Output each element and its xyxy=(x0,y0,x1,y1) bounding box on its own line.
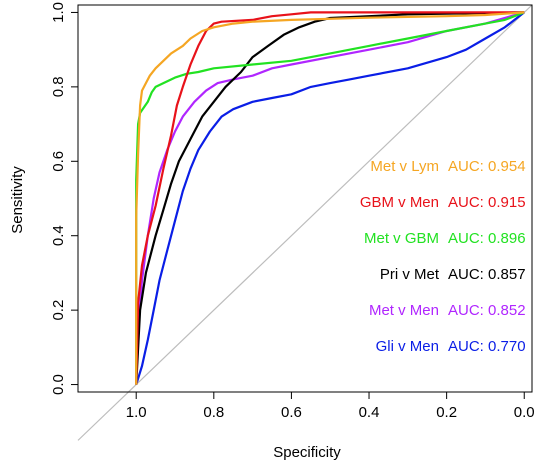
x-tick-label: 0.0 xyxy=(514,404,535,421)
series-line-gli-v-men xyxy=(135,11,525,385)
legend-series-name: Gli v Men xyxy=(376,338,439,355)
series-layer xyxy=(77,4,533,441)
y-tick-label: 0.2 xyxy=(50,300,67,321)
y-tick-label: 0.4 xyxy=(50,225,67,246)
legend-auc-label: AUC: 0.896 xyxy=(448,230,526,247)
y-tick-label: 1.0 xyxy=(50,2,67,23)
plot-frame xyxy=(77,4,533,393)
diagonal-reference-line xyxy=(77,4,533,441)
x-tick-label: 1.0 xyxy=(126,404,147,421)
legend-auc-label: AUC: 0.852 xyxy=(448,302,526,319)
legend-series-name: Met v Men xyxy=(369,302,439,319)
series-line-met-v-gbm xyxy=(135,11,525,385)
x-tick-label: 0.2 xyxy=(436,404,457,421)
legend-auc-label: AUC: 0.770 xyxy=(448,338,526,355)
y-tick-label: 0.8 xyxy=(50,76,67,97)
y-axis-label: Sensitivity xyxy=(9,166,26,234)
x-tick-label: 0.6 xyxy=(281,404,302,421)
legend-series-name: Met v GBM xyxy=(364,230,439,247)
y-tick-label: 0.0 xyxy=(50,374,67,395)
series-line-met-v-men xyxy=(135,11,525,385)
legend-series-name: Met v Lym xyxy=(370,158,439,175)
legend-series-name: Pri v Met xyxy=(380,266,440,283)
axes-layer: 1.0 0.8 0.6 0.4 0.2 0.0 0.0 0.2 0.4 0.6 0.8 1.0 xyxy=(50,2,535,421)
legend-auc-label: AUC: 0.857 xyxy=(448,266,526,283)
x-tick-label: 0.4 xyxy=(359,404,380,421)
legend-series-name: GBM v Men xyxy=(360,194,439,211)
series-line-gbm-v-men xyxy=(135,11,525,385)
x-axis-label: Specificity xyxy=(273,444,341,461)
legend-auc-label: AUC: 0.915 xyxy=(448,194,526,211)
y-tick-label: 0.6 xyxy=(50,151,67,172)
x-tick-label: 0.8 xyxy=(203,404,224,421)
legend: Met v Lym AUC: 0.954 GBM v Men AUC: 0.915 Me… xyxy=(360,158,526,355)
legend-auc-label: AUC: 0.954 xyxy=(448,158,526,175)
series-line-met-v-lym xyxy=(135,11,525,385)
series-line-pri-v-met xyxy=(135,11,525,385)
